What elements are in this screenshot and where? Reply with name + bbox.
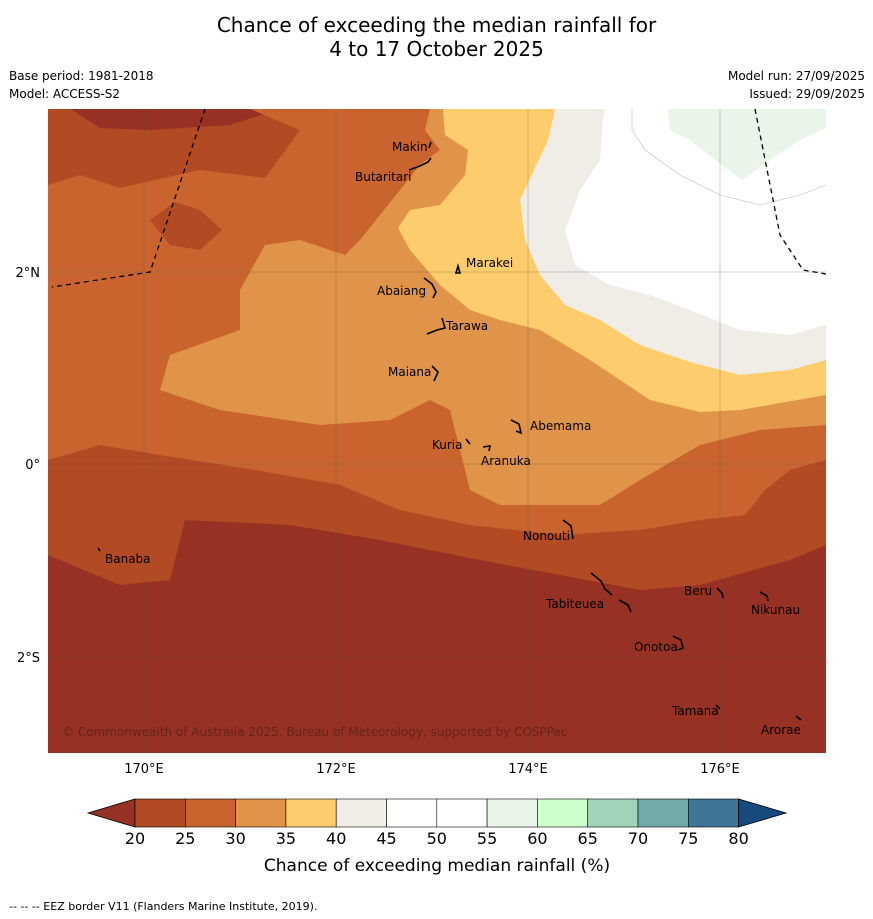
colorbar-tick-label: 50 xyxy=(427,829,447,848)
colorbar-tick-label: 75 xyxy=(678,829,698,848)
colorbar-tick-label: 65 xyxy=(578,829,598,848)
issued-date: Issued: 29/09/2025 xyxy=(749,87,865,101)
band-25-30-blob xyxy=(150,202,222,250)
island-tabiteuea-north xyxy=(590,572,613,596)
map-area: Makin Butaritari Marakei Abaiang Tarawa … xyxy=(48,109,826,753)
island-onotoa xyxy=(672,635,684,651)
label-nikunau: Nikunau xyxy=(751,603,800,617)
colorbar-box xyxy=(235,798,287,828)
axis-labels: 2°N 0° 2°S 170°E 172°E 174°E 176°E xyxy=(16,266,740,777)
island-tamana xyxy=(715,704,721,710)
label-beru: Beru xyxy=(684,584,712,598)
colorbar-box xyxy=(687,798,739,828)
island-banaba xyxy=(97,547,101,552)
colorbar-box xyxy=(587,798,639,828)
eez-footnote: -- -- -- EEZ border V11 (Flanders Marine… xyxy=(9,900,318,913)
lon-label-172: 172°E xyxy=(316,762,356,777)
lat-label-2n: 2°N xyxy=(16,266,41,281)
lon-label-170: 170°E xyxy=(124,762,164,777)
colorbar-tick-label: 70 xyxy=(628,829,648,848)
island-beru xyxy=(716,587,724,599)
rainfall-map: Makin Butaritari Marakei Abaiang Tarawa … xyxy=(16,109,826,876)
colorbar: 20 25 30 35 40 45 50 55 60 65 70 75 80 xyxy=(86,798,788,848)
island-tabiteuea-south xyxy=(618,599,632,613)
island-makin xyxy=(428,141,432,149)
model-run: Model run: 27/09/2025 xyxy=(727,69,865,83)
island-tarawa xyxy=(426,317,447,335)
colorbar-box xyxy=(134,798,186,828)
lon-label-176: 176°E xyxy=(700,762,740,777)
colorbar-tick-label: 60 xyxy=(527,829,547,848)
label-tabiteuea: Tabiteuea xyxy=(545,597,604,611)
label-butaritari: Butaritari xyxy=(355,170,412,184)
lat-label-0: 0° xyxy=(25,458,40,473)
colorbar-box xyxy=(486,798,538,828)
island-aranuka xyxy=(482,445,492,452)
place-labels: Makin Butaritari Marakei Abaiang Tarawa … xyxy=(105,140,801,737)
model-name: Model: ACCESS-S2 xyxy=(9,87,121,101)
label-tarawa: Tarawa xyxy=(445,319,488,333)
lat-label-2s: 2°S xyxy=(17,651,40,666)
label-tamana: Tamana xyxy=(671,704,719,718)
map-title-line2: 4 to 17 October 2025 xyxy=(329,37,544,61)
colorbar-tick-label: 35 xyxy=(276,829,296,848)
contour-line xyxy=(631,109,826,206)
lon-label-174: 174°E xyxy=(508,762,548,777)
colorbar-tick-label: 25 xyxy=(175,829,195,848)
label-onotoa: Onotoa xyxy=(634,640,678,654)
colorbar-tick-label: 45 xyxy=(376,829,396,848)
colorbar-tick-label: 80 xyxy=(728,829,748,848)
map-title-line1: Chance of exceeding the median rainfall … xyxy=(216,13,657,37)
colorbar-box xyxy=(285,798,337,828)
base-period: Base period: 1981-2018 xyxy=(9,69,154,83)
label-banaba: Banaba xyxy=(105,552,151,566)
label-arorae: Arorae xyxy=(761,723,801,737)
label-abemama: Abemama xyxy=(530,419,591,433)
colorbar-tick-label: 40 xyxy=(326,829,346,848)
colorbar-tick-label: 30 xyxy=(225,829,245,848)
island-outlines xyxy=(97,141,802,721)
colorbar-box xyxy=(537,798,589,828)
colorbar-tick-label: 55 xyxy=(477,829,497,848)
island-arorae xyxy=(795,715,802,721)
label-abaiang: Abaiang xyxy=(377,284,426,298)
colorbar-extend-low xyxy=(86,798,136,828)
colorbar-box xyxy=(185,798,236,828)
island-butaritari xyxy=(408,157,432,171)
graticule xyxy=(48,109,826,753)
colorbar-label: Chance of exceeding median rainfall (%) xyxy=(264,856,610,876)
island-marakei xyxy=(454,263,462,274)
island-nonouti xyxy=(562,519,574,540)
label-maiana: Maiana xyxy=(388,365,431,379)
colorbar-box xyxy=(637,798,689,828)
island-kuria xyxy=(465,438,471,445)
label-nonouti: Nonouti xyxy=(523,529,570,543)
band-55-60 xyxy=(668,109,826,180)
colorbar-box xyxy=(436,798,488,828)
label-aranuka: Aranuka xyxy=(481,454,531,468)
colorbar-box xyxy=(386,798,438,828)
label-marakei: Marakei xyxy=(466,256,513,270)
eez-border-west xyxy=(51,109,206,288)
eez-border-east xyxy=(754,109,826,275)
island-abaiang xyxy=(423,277,437,299)
copyright-notice: © Commonwealth of Australia 2025, Bureau… xyxy=(62,725,567,739)
island-nikunau xyxy=(759,591,769,602)
colorbar-extend-high xyxy=(738,798,788,828)
island-abemama xyxy=(510,419,523,435)
label-makin: Makin xyxy=(392,140,428,154)
colorbar-tick-label: 20 xyxy=(125,829,145,848)
band-20-25-top xyxy=(70,109,280,130)
island-maiana xyxy=(431,365,439,382)
colorbar-box xyxy=(335,798,387,828)
label-kuria: Kuria xyxy=(432,438,463,452)
